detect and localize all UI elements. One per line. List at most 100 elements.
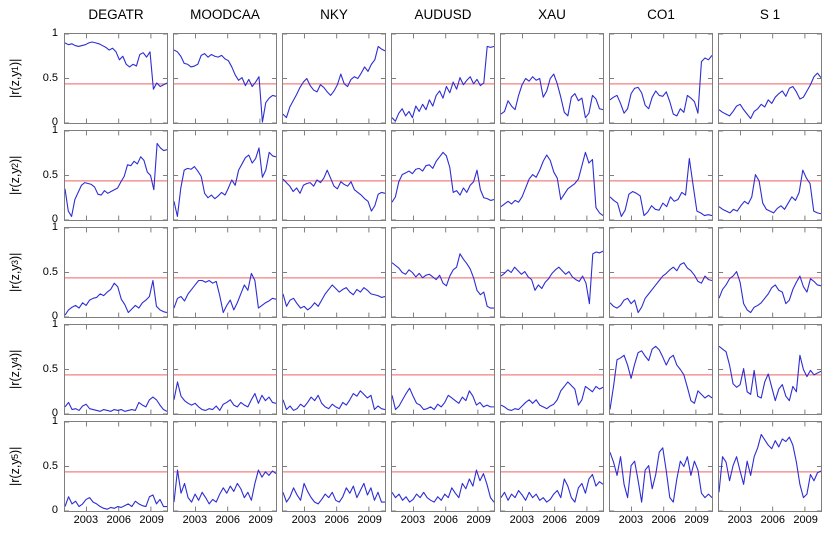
subplot-canvas bbox=[392, 422, 494, 511]
series-line bbox=[283, 170, 385, 211]
subplot-canvas bbox=[65, 325, 167, 414]
subplot-canvas bbox=[65, 228, 167, 317]
subplot-r5-c7 bbox=[718, 421, 822, 512]
subplot-r1-c5 bbox=[500, 33, 604, 124]
subplot-r1-c4 bbox=[391, 33, 495, 124]
x-tick-label: 2003 bbox=[291, 514, 317, 526]
row-label-text: |r(z,y bbox=[8, 70, 22, 99]
subplot-canvas bbox=[283, 422, 385, 511]
subplot-canvas bbox=[283, 34, 385, 123]
subplot-r5-c4 bbox=[391, 421, 495, 512]
subplot-r3-c7 bbox=[718, 227, 822, 318]
subplot-r5-c1 bbox=[64, 421, 168, 512]
y-tick-label: 0.5 bbox=[42, 168, 58, 181]
subplot-r2-c3 bbox=[282, 130, 386, 221]
row-label-subscript: 5 bbox=[10, 453, 20, 459]
x-tick-label: 2003 bbox=[400, 514, 426, 526]
x-tick-label: 2003 bbox=[618, 514, 644, 526]
subplot-r4-c2 bbox=[173, 324, 277, 415]
subplot-canvas bbox=[392, 325, 494, 414]
subplot-r1-c2 bbox=[173, 33, 277, 124]
series-line bbox=[65, 495, 167, 509]
x-tick-label: 2006 bbox=[324, 514, 349, 526]
series-line bbox=[610, 159, 712, 217]
subplot-r5-c3 bbox=[282, 421, 386, 512]
series-line bbox=[283, 285, 385, 310]
subplot-canvas bbox=[174, 34, 276, 123]
series-line bbox=[392, 388, 494, 409]
y-tick-label: 0.5 bbox=[42, 362, 58, 375]
y-tick-label: 1 bbox=[51, 318, 58, 330]
x-tick-label: 2009 bbox=[248, 514, 273, 526]
series-line bbox=[501, 74, 603, 118]
subplot-r2-c6 bbox=[609, 130, 713, 221]
x-tick-label: 2003 bbox=[509, 514, 535, 526]
x-tick-label: 2006 bbox=[542, 514, 567, 526]
row-label-subscript: 3 bbox=[10, 259, 20, 265]
subplot-r1-c3 bbox=[282, 33, 386, 124]
subplot-canvas bbox=[501, 34, 603, 123]
subplot-canvas bbox=[174, 422, 276, 511]
column-title-1: DEGATR bbox=[88, 7, 144, 22]
series-line bbox=[65, 143, 167, 216]
y-tick-label: 0 bbox=[51, 116, 58, 128]
y-tick-label: 1 bbox=[51, 415, 58, 427]
subplot-canvas bbox=[610, 131, 712, 220]
subplot-r2-c4 bbox=[391, 130, 495, 221]
series-line bbox=[174, 50, 276, 122]
series-line bbox=[719, 170, 821, 214]
series-line bbox=[174, 148, 276, 217]
row-label-subscript: 2 bbox=[10, 162, 20, 168]
row-label-text: |r(z,y bbox=[8, 458, 22, 487]
column-title-2: MOODCAA bbox=[190, 7, 260, 22]
subplot-r5-c6 bbox=[609, 421, 713, 512]
y-tick-label: 1 bbox=[51, 27, 58, 39]
series-line bbox=[610, 263, 712, 313]
series-line bbox=[719, 434, 821, 497]
subplot-r4-c7 bbox=[718, 324, 822, 415]
subplot-canvas bbox=[174, 131, 276, 220]
subplot-r3-c1 bbox=[64, 227, 168, 318]
series-line bbox=[719, 346, 821, 400]
series-line bbox=[392, 46, 494, 121]
subplot-canvas bbox=[283, 325, 385, 414]
subplot-r2-c5 bbox=[500, 130, 604, 221]
subplot-r4-c3 bbox=[282, 324, 386, 415]
subplot-r5-c5 bbox=[500, 421, 604, 512]
series-line bbox=[174, 470, 276, 504]
series-line bbox=[65, 281, 167, 316]
subplot-r4-c1 bbox=[64, 324, 168, 415]
series-line bbox=[610, 448, 712, 502]
subplot-r4-c6 bbox=[609, 324, 713, 415]
series-line bbox=[719, 73, 821, 118]
series-line bbox=[283, 391, 385, 411]
y-tick-label: 0.5 bbox=[42, 71, 58, 84]
x-tick-label: 2003 bbox=[727, 514, 753, 526]
x-tick-label: 2009 bbox=[466, 514, 491, 526]
subplot-r3-c5 bbox=[500, 227, 604, 318]
subplot-r4-c4 bbox=[391, 324, 495, 415]
subplot-r2-c1 bbox=[64, 130, 168, 221]
y-tick-label: 1 bbox=[51, 124, 58, 136]
subplot-r3-c2 bbox=[173, 227, 277, 318]
subplot-r3-c6 bbox=[609, 227, 713, 318]
row-label-subscript: 4 bbox=[10, 356, 20, 362]
subplot-canvas bbox=[719, 34, 821, 123]
x-tick-label: 2006 bbox=[106, 514, 131, 526]
row-label-3: |r(z,y 3)| bbox=[4, 227, 26, 318]
series-line bbox=[392, 254, 494, 308]
subplot-canvas bbox=[719, 325, 821, 414]
series-line bbox=[283, 483, 385, 503]
row-label-text: |r(z,y bbox=[8, 361, 22, 390]
subplot-canvas bbox=[65, 131, 167, 220]
x-tick-label: 2006 bbox=[215, 514, 240, 526]
y-tick-label: 0.5 bbox=[42, 265, 58, 278]
row-label-text: |r(z,y bbox=[8, 264, 22, 293]
subplot-canvas bbox=[719, 422, 821, 511]
series-line bbox=[174, 382, 276, 410]
subplot-canvas bbox=[283, 131, 385, 220]
y-tick-label: 0 bbox=[51, 407, 58, 419]
subplot-canvas bbox=[392, 131, 494, 220]
y-tick-label: 1 bbox=[51, 221, 58, 233]
column-title-6: CO1 bbox=[647, 7, 675, 22]
